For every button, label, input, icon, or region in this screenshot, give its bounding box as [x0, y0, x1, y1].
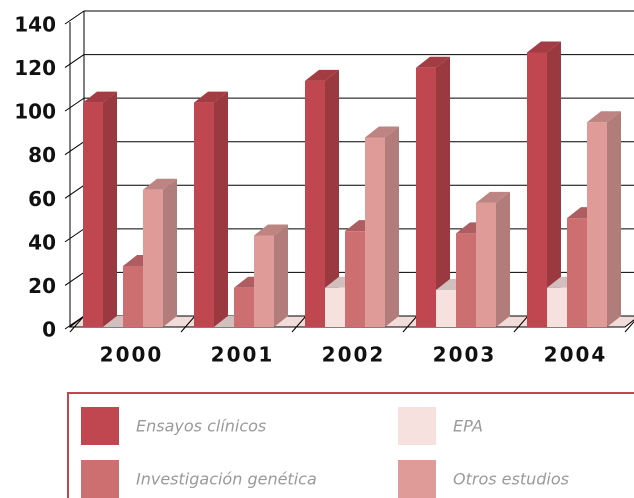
- floor-tick: [69, 315, 85, 333]
- y-tick-label: 60: [28, 187, 56, 211]
- bar: [567, 218, 587, 327]
- x-tick-label: 2000: [100, 343, 164, 367]
- bar-top: [194, 91, 228, 103]
- bar: [143, 189, 163, 327]
- bar-side: [385, 126, 399, 327]
- legend-swatch: [398, 407, 436, 445]
- bar-top: [527, 41, 561, 53]
- legend-swatch: [81, 407, 119, 445]
- bar: [436, 289, 456, 327]
- bar: [587, 122, 607, 327]
- legend-label: Investigación genética: [136, 470, 317, 489]
- bar-side: [547, 41, 561, 327]
- bar-side: [496, 191, 510, 327]
- grid-line: [64, 10, 85, 25]
- floor-tick: [402, 315, 418, 333]
- floor-tick: [513, 315, 529, 333]
- bar: [365, 137, 385, 327]
- bar: [123, 266, 143, 327]
- legend-label: EPA: [453, 417, 483, 436]
- bar-top: [143, 178, 177, 190]
- bar-side: [607, 111, 621, 327]
- floor-tick: [180, 315, 196, 333]
- y-tick-label: 140: [14, 13, 56, 37]
- bar-side: [163, 178, 177, 327]
- grid-line: [64, 228, 85, 243]
- y-tick-label: 100: [14, 100, 56, 124]
- x-tick-label: 2001: [211, 343, 275, 367]
- bar: [83, 102, 103, 327]
- bar: [547, 287, 567, 327]
- legend-swatch: [398, 460, 436, 498]
- floor-tick: [624, 320, 634, 333]
- bar: [325, 287, 345, 327]
- bar-side: [325, 69, 339, 328]
- bar-side: [436, 56, 450, 327]
- bar: [305, 80, 325, 327]
- bar: [254, 235, 274, 327]
- x-tick-label: 2003: [433, 343, 497, 367]
- grid-line: [64, 97, 85, 112]
- bar: [476, 202, 496, 327]
- bar-top: [365, 126, 399, 138]
- bar: [345, 231, 365, 327]
- bar-top: [416, 56, 450, 68]
- legend-label: Ensayos clínicos: [136, 417, 266, 436]
- bar-top: [305, 69, 339, 81]
- bar-top: [476, 191, 510, 203]
- y-tick-label: 80: [28, 143, 56, 167]
- grid-line: [64, 272, 85, 286]
- bar: [456, 233, 476, 327]
- bar: [234, 287, 254, 327]
- grid-line: [64, 141, 85, 156]
- y-tick-label: 40: [28, 230, 56, 254]
- legend-label: Otros estudios: [453, 470, 569, 489]
- bar-top: [254, 224, 288, 236]
- bar-side: [274, 224, 288, 327]
- bar-side: [214, 91, 228, 327]
- x-tick-label: 2002: [322, 343, 386, 367]
- bar: [527, 52, 547, 327]
- grid-line: [64, 184, 85, 199]
- y-tick-label: 120: [14, 56, 56, 80]
- floor-tick: [291, 315, 307, 333]
- x-tick-label: 2004: [544, 343, 608, 367]
- legend-box: [67, 392, 634, 498]
- bar-side: [103, 91, 117, 327]
- bar: [416, 67, 436, 327]
- y-tick-label: 20: [28, 274, 56, 298]
- bar-top: [587, 111, 621, 123]
- y-tick-label: 0: [42, 318, 56, 342]
- bar: [194, 102, 214, 327]
- legend-swatch: [81, 460, 119, 498]
- bar-top: [83, 91, 117, 103]
- grid-line: [64, 54, 85, 68]
